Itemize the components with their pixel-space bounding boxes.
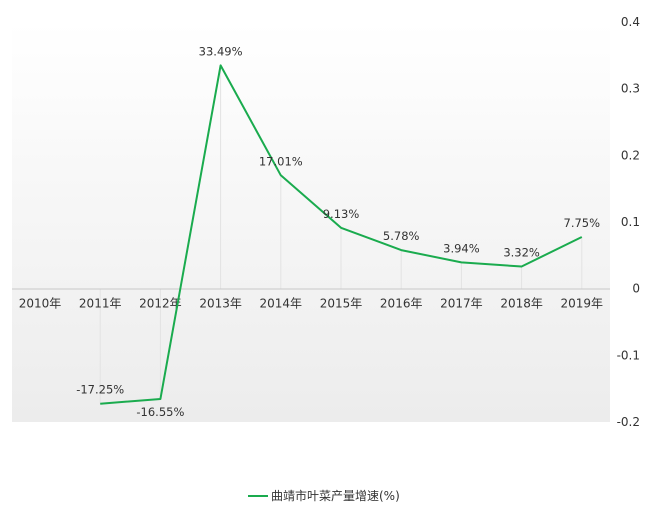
x-tick-label: 2016年 [380, 297, 423, 311]
x-tick-label: 2012年 [139, 297, 182, 311]
x-tick-label: 2011年 [79, 297, 122, 311]
data-label: 17.01% [259, 154, 303, 168]
y-axis-labels: -0.2 -0.1 0 0.1 0.2 0.3 0.4 [617, 15, 640, 429]
x-tick-label: 2014年 [260, 297, 303, 311]
x-axis-labels: 2010年 2011年 2012年 2013年 2014年 2015年 2016年 2017年… [19, 297, 603, 311]
data-label: 7.75% [564, 216, 601, 230]
data-labels: -17.25% -16.55% 33.49% 17.01% 9.13% 5.78% 3.94… [76, 44, 600, 419]
x-tick-label: 2010年 [19, 297, 62, 311]
x-tick-label: 2013年 [199, 297, 242, 311]
plot-background [12, 22, 610, 422]
data-label: 9.13% [323, 207, 360, 221]
y-tick-label: -0.1 [617, 348, 640, 362]
data-label: 33.49% [199, 44, 243, 58]
legend[interactable]: 曲靖市叶菜产量增速(%) [248, 488, 400, 503]
y-tick-label: -0.2 [617, 415, 640, 429]
grid-lines [99, 65, 583, 404]
data-label: -17.25% [76, 383, 124, 397]
x-tick-label: 2017年 [440, 297, 483, 311]
data-label: 3.32% [503, 246, 540, 260]
y-tick-label: 0 [632, 282, 640, 296]
y-tick-label: 0.3 [621, 82, 640, 96]
x-tick-label: 2015年 [320, 297, 363, 311]
y-tick-label: 0.2 [621, 148, 640, 162]
series-line-group [100, 64, 583, 405]
data-label: 5.78% [383, 229, 420, 243]
x-tick-label: 2018年 [500, 297, 543, 311]
x-tick-label: 2019年 [561, 297, 604, 311]
y-tick-label: 0.4 [621, 15, 640, 29]
legend-label: 曲靖市叶菜产量增速(%) [271, 488, 400, 503]
y-tick-label: 0.1 [621, 215, 640, 229]
data-label: -16.55% [136, 405, 184, 419]
data-label: 3.94% [443, 241, 480, 255]
series-line[interactable] [100, 64, 583, 405]
